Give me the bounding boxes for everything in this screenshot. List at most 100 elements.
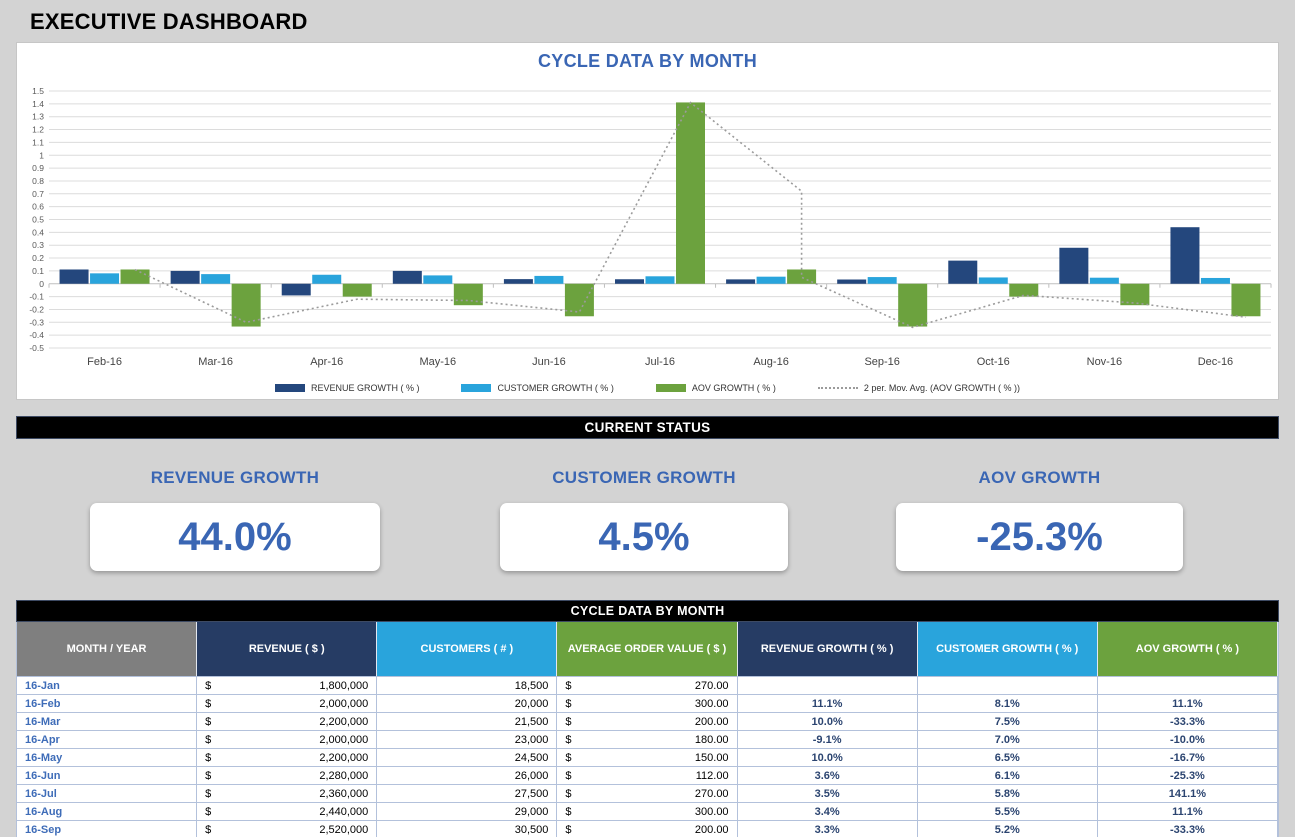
cell-revenue[interactable]: $2,280,000 (197, 767, 378, 784)
cell-revenue-growth[interactable] (738, 677, 918, 694)
aov-value: 270.00 (694, 787, 729, 800)
cell-customer-growth[interactable]: 5.2% (918, 821, 1098, 837)
cell-average-order-value[interactable]: $180.00 (557, 731, 738, 748)
cell-revenue-growth[interactable]: 3.6% (738, 767, 918, 784)
y-axis-tick-label: 1.4 (32, 99, 44, 109)
cell-customer-growth[interactable]: 5.5% (918, 803, 1098, 820)
column-header-month-year: MONTH / YEAR (17, 622, 198, 676)
bar-aov-growth- (787, 269, 817, 284)
cell-month[interactable]: 16-Apr (17, 731, 198, 748)
bar-customer-growth- (90, 273, 120, 284)
cell-aov-growth[interactable]: 11.1% (1098, 695, 1278, 712)
cell-average-order-value[interactable]: $200.00 (557, 713, 738, 730)
x-axis-category-label: Aug-16 (753, 356, 788, 368)
y-axis-tick-label: 0.9 (32, 163, 44, 173)
cell-aov-growth[interactable]: -16.7% (1098, 749, 1278, 766)
cell-aov-growth[interactable]: -33.3% (1098, 821, 1278, 837)
cell-customer-growth[interactable]: 8.1% (918, 695, 1098, 712)
cell-average-order-value[interactable]: $112.00 (557, 767, 738, 784)
table-header-row: MONTH / YEAR REVENUE ( $ ) CUSTOMERS ( # )… (17, 622, 1278, 676)
column-header-aov-growth-%: AOV GROWTH ( % ) (1097, 622, 1278, 676)
bar-revenue-growth- (59, 269, 89, 284)
cell-customer-growth[interactable]: 7.5% (918, 713, 1098, 730)
currency-symbol: $ (565, 679, 572, 692)
cell-month[interactable]: 16-Jun (17, 767, 198, 784)
cell-average-order-value[interactable]: $270.00 (557, 785, 738, 802)
cell-aov-growth[interactable]: -10.0% (1098, 731, 1278, 748)
bar-revenue-growth- (281, 283, 311, 296)
cell-customers[interactable]: 26,000 (377, 767, 558, 784)
cell-revenue-growth[interactable]: 11.1% (738, 695, 918, 712)
aov-value: 112.00 (695, 769, 729, 782)
cell-average-order-value[interactable]: $300.00 (557, 803, 738, 820)
cell-revenue[interactable]: $2,000,000 (197, 731, 378, 748)
cell-customer-growth[interactable]: 5.8% (918, 785, 1098, 802)
cell-customer-growth[interactable]: 6.5% (918, 749, 1098, 766)
chart-legend: REVENUE GROWTH ( % ) CUSTOMER GROWTH ( % … (17, 383, 1278, 393)
bar-customer-growth- (312, 274, 342, 284)
cell-revenue[interactable]: $2,360,000 (197, 785, 378, 802)
column-header-customer-growth-%: CUSTOMER GROWTH ( % ) (917, 622, 1098, 676)
cell-month[interactable]: 16-Jul (17, 785, 198, 802)
currency-symbol: $ (565, 787, 572, 800)
bar-customer-growth- (423, 275, 453, 284)
chart-panel: 1.5 1.4 1.3 1.2 1.1 1 0.9 0.8 0.7 0.6 0.5 0.4 0.3 0.2… (16, 42, 1279, 400)
cell-revenue[interactable]: $2,440,000 (197, 803, 378, 820)
y-axis-tick-label: 0.7 (32, 189, 44, 199)
bar-aov-growth- (676, 102, 705, 284)
cell-average-order-value[interactable]: $300.00 (557, 695, 738, 712)
cell-revenue-growth[interactable]: 3.4% (738, 803, 918, 820)
currency-symbol: $ (205, 805, 212, 818)
cell-aov-growth[interactable]: 11.1% (1098, 803, 1278, 820)
currency-symbol: $ (205, 679, 212, 692)
cell-month[interactable]: 16-May (17, 749, 198, 766)
cell-revenue[interactable]: $2,000,000 (197, 695, 378, 712)
cell-customer-growth[interactable] (918, 677, 1098, 694)
cell-customers[interactable]: 21,500 (377, 713, 558, 730)
cell-month[interactable]: 16-Feb (17, 695, 198, 712)
cell-aov-growth[interactable]: -33.3% (1098, 713, 1278, 730)
kpi-aov-growth-value: -25.3% (976, 514, 1103, 559)
cell-aov-growth[interactable]: 141.1% (1098, 785, 1278, 802)
currency-symbol: $ (205, 769, 212, 782)
cell-aov-growth[interactable]: -25.3% (1098, 767, 1278, 784)
cell-revenue[interactable]: $1,800,000 (197, 677, 378, 694)
cell-revenue-growth[interactable]: 10.0% (738, 713, 918, 730)
cell-revenue[interactable]: $2,200,000 (197, 749, 378, 766)
legend-item-label: 2 per. Mov. Avg. (AOV GROWTH ( % )) (863, 383, 1021, 393)
cell-month[interactable]: 16-Jan (17, 677, 198, 694)
cell-customers[interactable]: 18,500 (377, 677, 558, 694)
currency-symbol: $ (205, 823, 212, 836)
cell-revenue-growth[interactable]: 10.0% (738, 749, 918, 766)
cell-month[interactable]: 16-Mar (17, 713, 198, 730)
bar-aov-growth- (1231, 283, 1261, 317)
cell-average-order-value[interactable]: $270.00 (557, 677, 738, 694)
currency-symbol: $ (565, 697, 572, 710)
cell-customers[interactable]: 24,500 (377, 749, 558, 766)
cell-customer-growth[interactable]: 6.1% (918, 767, 1098, 784)
kpi-customer-growth-label: CUSTOMER GROWTH (552, 468, 736, 487)
cell-customers[interactable]: 30,500 (377, 821, 558, 837)
cell-revenue[interactable]: $2,520,000 (197, 821, 378, 837)
trendline-moving-average (134, 101, 1247, 329)
cell-customers[interactable]: 20,000 (377, 695, 558, 712)
cell-customers[interactable]: 23,000 (377, 731, 558, 748)
cell-revenue-growth[interactable]: 3.5% (738, 785, 918, 802)
cell-revenue-growth[interactable]: 3.3% (738, 821, 918, 837)
table-row: 16-Sep $2,520,000 30,500 $200.00 3.3% 5.2% -33… (17, 821, 1278, 837)
cell-customers[interactable]: 29,000 (377, 803, 558, 820)
cell-average-order-value[interactable]: $200.00 (557, 821, 738, 837)
cell-revenue-growth[interactable]: -9.1% (738, 731, 918, 748)
cell-customer-growth[interactable]: 7.0% (918, 731, 1098, 748)
legend-bar-swatch-icon (274, 384, 305, 392)
cell-revenue[interactable]: $2,200,000 (197, 713, 378, 730)
cell-average-order-value[interactable]: $150.00 (557, 749, 738, 766)
cell-customers[interactable]: 27,500 (377, 785, 558, 802)
cell-aov-growth[interactable] (1098, 677, 1278, 694)
legend-item: AOV GROWTH ( % ) (655, 383, 776, 393)
bar-aov-growth- (898, 283, 928, 327)
cell-month[interactable]: 16-Sep (17, 821, 198, 837)
cell-month[interactable]: 16-Aug (17, 803, 198, 820)
y-axis-tick-label: 0 (39, 279, 44, 289)
x-axis-category-label: Mar-16 (198, 356, 233, 368)
